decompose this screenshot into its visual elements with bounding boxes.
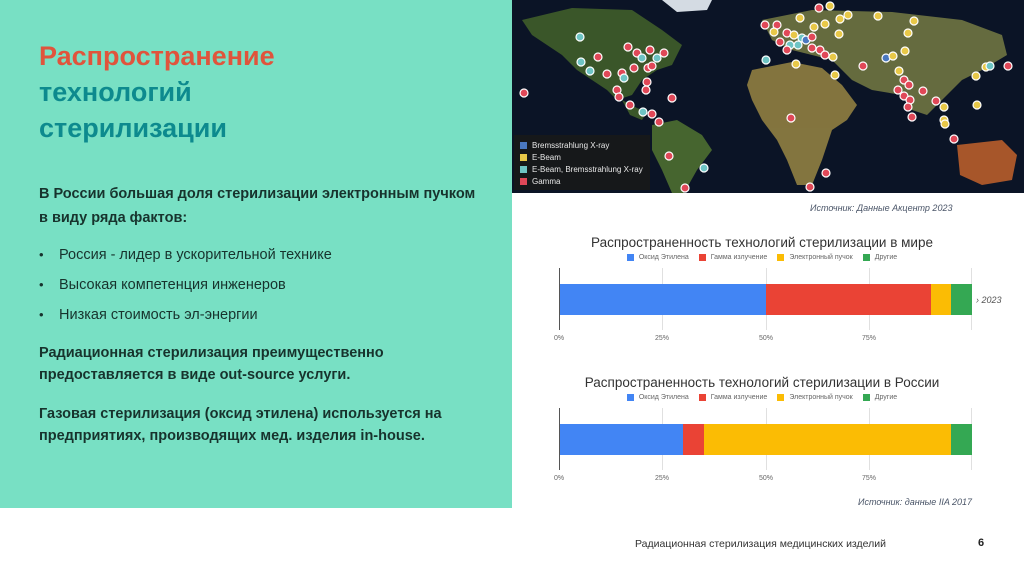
- swatch-icon: [520, 141, 527, 149]
- legend-item: Оксид Этилена: [626, 254, 689, 261]
- plot-area: [559, 408, 972, 470]
- map-source: Источник: Данные Акцентр 2023: [810, 203, 953, 213]
- bullet-item: Россия - лидер в ускорительной технике: [39, 240, 479, 270]
- map-legend-item: E-Beam, Bremsstrahlung X-ray: [520, 163, 644, 175]
- title-line-1: Распространение: [39, 41, 275, 71]
- chart-legend: Оксид Этилена Гамма излучение Электронны…: [540, 254, 984, 261]
- legend-item: Гамма излучение: [698, 254, 768, 261]
- slide-title: Распространение технологий стерилизации: [39, 38, 275, 146]
- legend-item: Другие: [862, 394, 898, 401]
- bar-segment-gamma: [682, 424, 704, 455]
- chart-title: Распространенность технологий стерилизац…: [584, 375, 940, 390]
- world-map-graphic: [519, 0, 1017, 193]
- map-legend: Bremsstrahlung X-ray E-Beam E-Beam, Brem…: [514, 135, 650, 190]
- paragraph-outsource: Радиационная стерилизация преимущественн…: [39, 345, 384, 383]
- bar-segment-ethylene-oxide: [559, 424, 683, 455]
- swatch-icon: [520, 153, 527, 161]
- swatch-icon: [777, 394, 785, 401]
- stacked-bar: [559, 284, 972, 315]
- legend-label: Гамма излучение: [710, 254, 768, 261]
- map-legend-item: Bremsstrahlung X-ray: [520, 139, 644, 151]
- title-line-2: технологий: [39, 77, 192, 107]
- clipped-source-label: › 2023: [976, 295, 1002, 305]
- title-line-3: стерилизации: [39, 113, 227, 143]
- map-legend-item: E-Beam: [520, 151, 644, 163]
- paragraph-gas: Газовая стерилизация (оксид этилена) исп…: [39, 406, 442, 444]
- text-panel: Распространение технологий стерилизации …: [0, 0, 512, 508]
- legend-item: Электронный пучок: [777, 254, 853, 261]
- map-legend-label: E-Beam, Bremsstrahlung X-ray: [532, 164, 643, 174]
- legend-item: Другие: [862, 254, 898, 261]
- legend-label: Электронный пучок: [789, 254, 853, 261]
- footer-text: Радиационная стерилизация медицинских из…: [635, 538, 886, 550]
- swatch-icon: [777, 254, 785, 261]
- chart-title: Распространенность технологий стерилизац…: [591, 235, 933, 250]
- bar-segment-ebeam: [703, 424, 952, 455]
- chart-legend: Оксид Этилена Гамма излучение Электронны…: [540, 394, 984, 401]
- bar-segment-other: [951, 424, 972, 455]
- bar-segment-ethylene-oxide: [559, 284, 766, 315]
- tick-label: 0%: [553, 335, 565, 342]
- tick-label: 0%: [553, 475, 565, 482]
- chart-world: Распространенность технологий стерилизац…: [540, 232, 1024, 352]
- tick-label: 25%: [654, 335, 670, 342]
- bullet-item: Низкая стоимость эл-энергии: [39, 300, 479, 330]
- legend-item: Электронный пучок: [777, 394, 853, 401]
- legend-label: Гамма излучение: [710, 394, 768, 401]
- chart-source: Источник: данные IIA 2017: [858, 497, 973, 507]
- bar-segment-ebeam: [930, 284, 952, 315]
- y-axis-line: [559, 408, 560, 470]
- swatch-icon: [862, 394, 870, 401]
- plot-area: [559, 268, 972, 330]
- map-legend-label: Bremsstrahlung X-ray: [532, 140, 610, 150]
- legend-item: Оксид Этилена: [626, 394, 689, 401]
- swatch-icon: [698, 394, 706, 401]
- legend-label: Другие: [874, 254, 898, 261]
- map-legend-item: Gamma: [520, 175, 644, 187]
- swatch-icon: [520, 165, 527, 173]
- x-axis-ticks: 0% 25% 50% 75%: [554, 475, 972, 487]
- bar-segment-other: [951, 284, 972, 315]
- swatch-icon: [626, 394, 634, 401]
- map-legend-label: Gamma: [532, 176, 561, 186]
- tick-label: 25%: [654, 475, 670, 482]
- map-legend-label: E-Beam: [532, 152, 561, 162]
- x-axis-ticks: 0% 25% 50% 75%: [554, 335, 972, 347]
- legend-label: Электронный пучок: [789, 394, 853, 401]
- swatch-icon: [520, 177, 527, 185]
- legend-item: Гамма излучение: [698, 394, 768, 401]
- bar-segment-gamma: [765, 284, 931, 315]
- y-axis-line: [559, 268, 560, 330]
- legend-label: Другие: [874, 394, 898, 401]
- legend-label: Оксид Этилена: [638, 394, 689, 401]
- chart-russia: Распространенность технологий стерилизац…: [540, 372, 1024, 492]
- swatch-icon: [698, 254, 706, 261]
- legend-label: Оксид Этилена: [638, 254, 689, 261]
- swatch-icon: [626, 254, 634, 261]
- bullet-list: Россия - лидер в ускорительной технике В…: [39, 240, 479, 330]
- bullet-item: Высокая компетенция инженеров: [39, 270, 479, 300]
- tick-label: 50%: [758, 335, 774, 342]
- tick-label: 75%: [861, 475, 877, 482]
- swatch-icon: [862, 254, 870, 261]
- page-number: 6: [978, 537, 985, 549]
- tick-label: 75%: [861, 335, 877, 342]
- stacked-bar: [559, 424, 972, 455]
- lead-text: В России большая доля стерилизации элект…: [39, 186, 476, 226]
- tick-label: 50%: [758, 475, 774, 482]
- world-map-image: Bremsstrahlung X-ray E-Beam E-Beam, Brem…: [512, 0, 1024, 193]
